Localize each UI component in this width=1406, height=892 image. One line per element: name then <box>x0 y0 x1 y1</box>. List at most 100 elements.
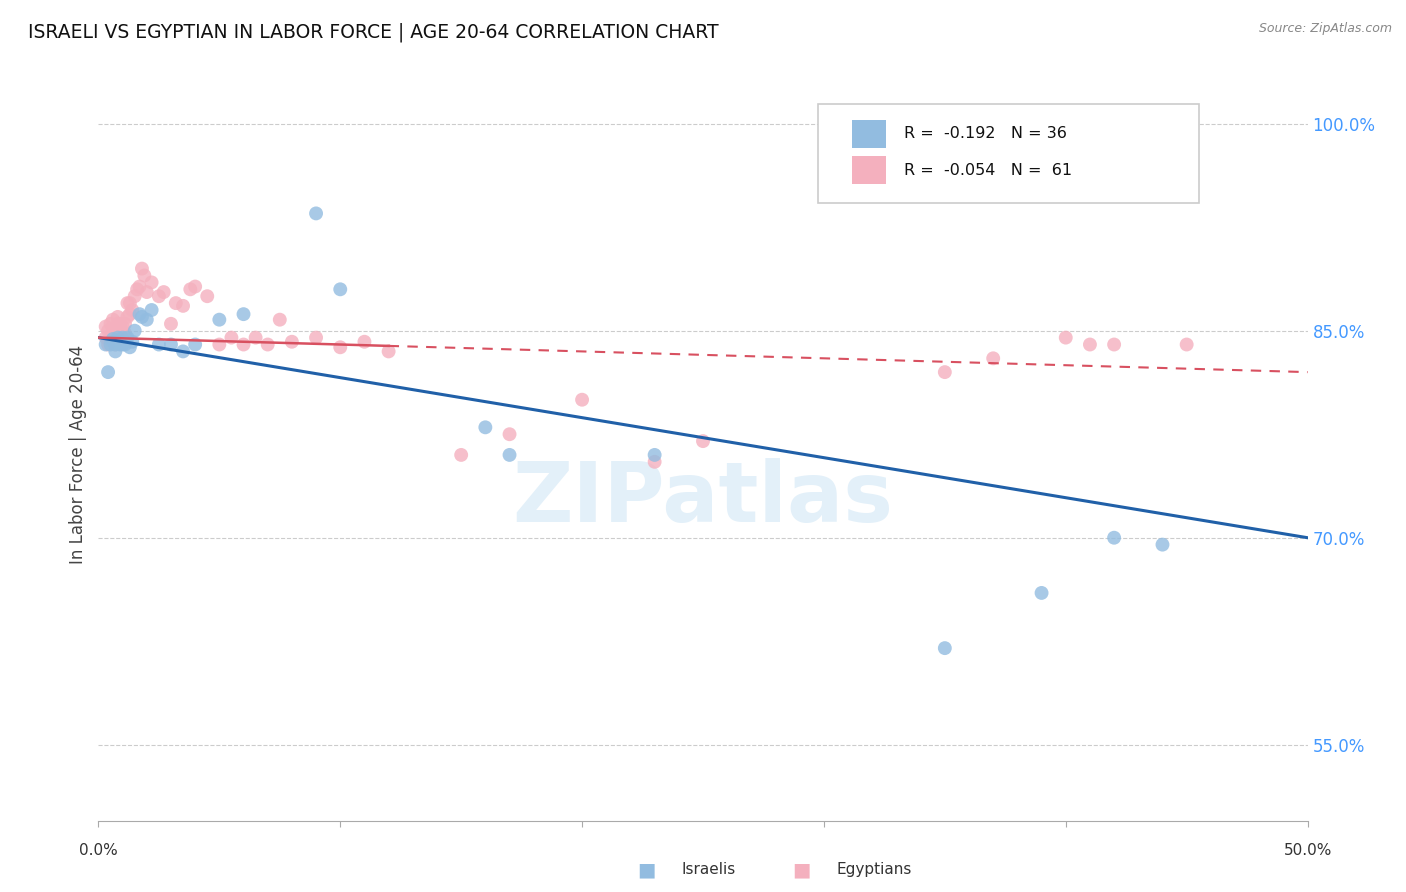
Text: ZIPatlas: ZIPatlas <box>513 458 893 540</box>
Point <box>118 340 141 354</box>
FancyBboxPatch shape <box>852 120 886 148</box>
Point <box>134 268 156 283</box>
Point <box>108 337 131 351</box>
Point <box>160 337 183 351</box>
Point <box>101 324 124 338</box>
Point <box>100 337 122 351</box>
Point <box>571 392 593 407</box>
Point <box>172 344 194 359</box>
Point <box>141 276 163 290</box>
Point <box>498 427 520 442</box>
Point <box>208 312 231 326</box>
Point <box>1078 337 1101 351</box>
Point <box>644 448 666 462</box>
Point <box>124 289 146 303</box>
Point <box>1054 330 1077 344</box>
Point <box>148 337 170 351</box>
Point <box>305 330 328 344</box>
Point <box>165 296 187 310</box>
Point <box>184 337 207 351</box>
Point <box>117 296 139 310</box>
Point <box>128 307 150 321</box>
Point <box>111 319 134 334</box>
Point <box>114 326 136 341</box>
FancyBboxPatch shape <box>852 156 886 185</box>
Text: 0.0%: 0.0% <box>79 843 118 857</box>
Point <box>107 334 129 349</box>
Point <box>644 455 666 469</box>
Point <box>111 337 134 351</box>
Point <box>131 310 153 324</box>
Point <box>94 330 117 344</box>
Point <box>104 344 127 359</box>
Point <box>108 317 131 331</box>
Point <box>107 317 129 331</box>
Point <box>1175 337 1198 351</box>
Point <box>353 334 375 349</box>
Point <box>131 261 153 276</box>
Point <box>117 310 139 324</box>
Text: Egyptians: Egyptians <box>837 863 912 877</box>
Point <box>121 334 143 349</box>
Point <box>94 337 117 351</box>
Point <box>94 319 117 334</box>
Point <box>934 365 956 379</box>
Point <box>305 206 328 220</box>
Point <box>104 337 127 351</box>
Point <box>107 330 129 344</box>
Point <box>1031 586 1053 600</box>
Text: 50.0%: 50.0% <box>1284 843 1331 857</box>
Point <box>148 289 170 303</box>
Point <box>101 312 124 326</box>
Point <box>107 310 129 324</box>
Point <box>141 303 163 318</box>
Point <box>152 285 174 299</box>
Point <box>114 337 136 351</box>
Point <box>208 337 231 351</box>
Point <box>135 285 157 299</box>
Point <box>100 330 122 344</box>
Text: Source: ZipAtlas.com: Source: ZipAtlas.com <box>1258 22 1392 36</box>
Point <box>111 326 134 341</box>
Point <box>172 299 194 313</box>
Point <box>269 312 291 326</box>
Point <box>117 330 139 344</box>
Point <box>281 334 304 349</box>
Point <box>124 324 146 338</box>
Point <box>184 279 207 293</box>
Point <box>981 351 1004 366</box>
Text: Israelis: Israelis <box>682 863 737 877</box>
Point <box>1102 531 1125 545</box>
Point <box>195 289 218 303</box>
Point <box>450 448 472 462</box>
Point <box>1102 337 1125 351</box>
Point <box>97 324 120 338</box>
Point <box>329 282 352 296</box>
Text: ■: ■ <box>637 860 657 880</box>
Point <box>232 337 254 351</box>
Point <box>118 307 141 321</box>
Point <box>114 317 136 331</box>
Point <box>474 420 496 434</box>
FancyBboxPatch shape <box>818 103 1199 202</box>
Point <box>101 332 124 346</box>
Point <box>128 279 150 293</box>
Point <box>232 307 254 321</box>
Point <box>121 303 143 318</box>
Point <box>934 641 956 656</box>
Point <box>160 317 183 331</box>
Point <box>1152 538 1174 552</box>
Point <box>100 317 122 331</box>
Point <box>97 365 120 379</box>
Point <box>221 330 243 344</box>
Point <box>329 340 352 354</box>
Point <box>97 337 120 351</box>
Point <box>108 330 131 344</box>
Point <box>245 330 267 344</box>
Text: R =  -0.192   N = 36: R = -0.192 N = 36 <box>904 127 1067 141</box>
Point <box>104 324 127 338</box>
Point <box>111 330 134 344</box>
Text: R =  -0.054   N =  61: R = -0.054 N = 61 <box>904 163 1071 178</box>
Point <box>118 296 141 310</box>
Point <box>104 337 127 351</box>
